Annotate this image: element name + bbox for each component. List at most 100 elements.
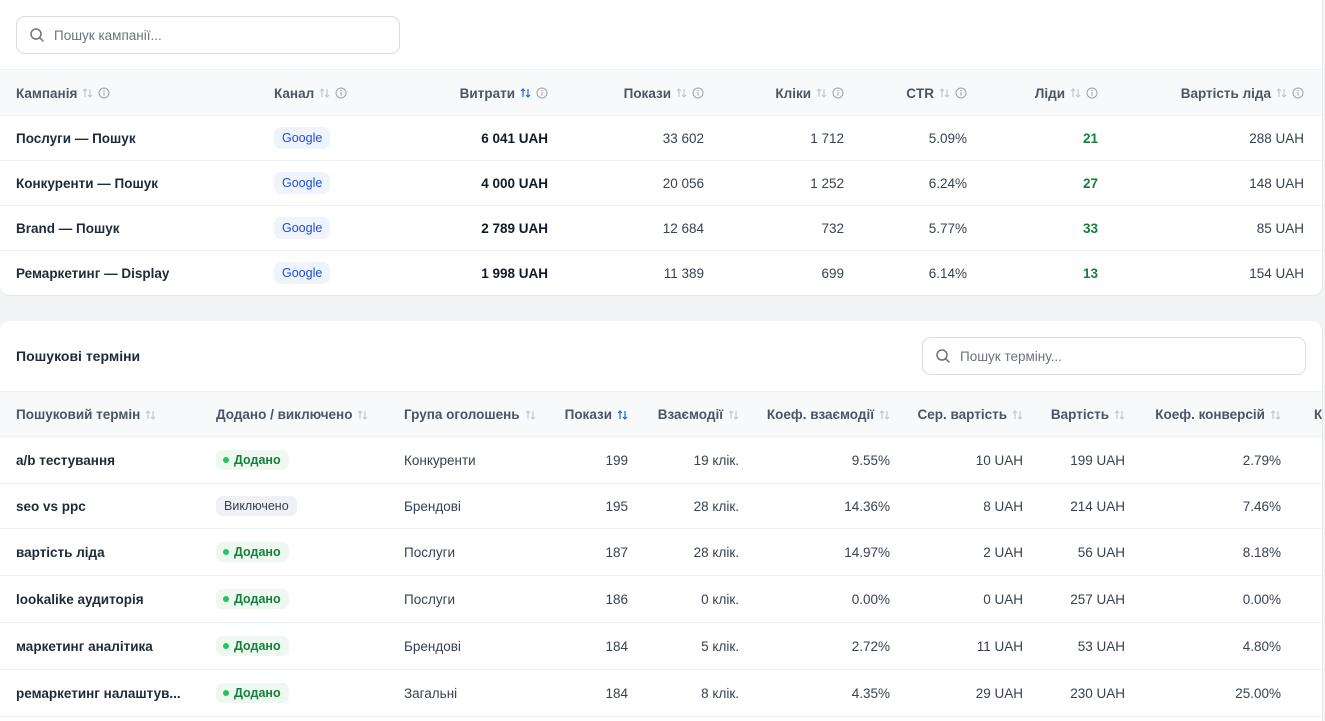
info-icon[interactable]: [98, 87, 110, 99]
campaign-row[interactable]: Ремаркетинг — Display Google 1 998 UAH 1…: [0, 251, 1322, 295]
col-ctr[interactable]: CTR: [906, 70, 967, 116]
term-impressions: 195: [605, 498, 628, 514]
term-row[interactable]: seo vs ppc Виключено Брендові 195 28 клі…: [0, 484, 1322, 529]
col-term-impressions-label: Покази: [564, 407, 612, 422]
ctr-value: 5.09%: [928, 130, 967, 146]
channel-badge: Google: [274, 127, 331, 149]
status-dot: [223, 457, 229, 463]
info-icon[interactable]: [335, 87, 347, 99]
info-icon[interactable]: [832, 87, 844, 99]
term-row[interactable]: ремаркетинг налаштув... Додано Загальні …: [0, 670, 1322, 717]
term-name[interactable]: lookalike аудиторія: [16, 591, 144, 607]
col-cpl[interactable]: Вартість ліда: [1181, 70, 1304, 116]
ctr-value: 5.77%: [928, 220, 967, 236]
term-name[interactable]: маркетинг аналітика: [16, 638, 153, 654]
col-conv-rate[interactable]: Коеф. конверсій: [1155, 392, 1281, 437]
sort-icon[interactable]: [816, 87, 827, 99]
conv-rate-value: 8.18%: [1242, 544, 1281, 560]
col-interactions[interactable]: Взаємодії: [658, 392, 739, 437]
term-search-box[interactable]: [922, 337, 1306, 375]
info-icon[interactable]: [955, 87, 967, 99]
conv-rate-value: 25.00%: [1235, 685, 1281, 701]
cost-value: 53 UAH: [1077, 638, 1125, 654]
sort-icon[interactable]: [1070, 87, 1081, 99]
col-leads-label: Ліди: [1034, 85, 1065, 101]
cost-value: 199 UAH: [1070, 452, 1125, 468]
sort-icon[interactable]: [728, 409, 739, 421]
term-row[interactable]: маркетинг аналітика Додано Брендові 184 …: [0, 623, 1322, 670]
col-channel[interactable]: Канал: [274, 70, 347, 116]
campaign-row[interactable]: Brand — Пошук Google 2 789 UAH 12 684 73…: [0, 206, 1322, 251]
term-name[interactable]: a/b тестування: [16, 452, 115, 468]
term-name[interactable]: seo vs ppc: [16, 498, 86, 514]
sort-icon[interactable]: [357, 409, 368, 421]
term-name[interactable]: вартість ліда: [16, 544, 105, 560]
sort-icon[interactable]: [1270, 409, 1281, 421]
col-cost[interactable]: Вартість: [1051, 392, 1125, 437]
sort-icon[interactable]: [1276, 87, 1287, 99]
col-clicks[interactable]: Кліки: [775, 70, 844, 116]
col-ad-group[interactable]: Група оголошень: [404, 392, 536, 437]
sort-icon[interactable]: [1114, 409, 1125, 421]
sort-active-icon[interactable]: [520, 87, 531, 99]
term-search-input[interactable]: [960, 348, 1305, 364]
search-icon: [936, 349, 950, 363]
campaign-name[interactable]: Ремаркетинг — Display: [16, 265, 170, 281]
impressions-value: 12 684: [662, 220, 704, 236]
sort-icon[interactable]: [1012, 409, 1023, 421]
col-leads[interactable]: Ліди: [1035, 70, 1098, 116]
col-term-label: Пошуковий термін: [16, 407, 141, 422]
ctr-value: 6.14%: [928, 265, 967, 281]
info-icon[interactable]: [1086, 87, 1098, 99]
col-campaign[interactable]: Кампанія: [16, 70, 110, 116]
sort-icon[interactable]: [525, 409, 536, 421]
col-impressions-label: Покази: [623, 85, 671, 101]
sort-icon[interactable]: [319, 87, 330, 99]
col-truncated[interactable]: К: [1314, 392, 1322, 437]
campaign-search-input[interactable]: [54, 27, 399, 43]
sort-icon[interactable]: [939, 87, 950, 99]
info-icon[interactable]: [692, 87, 704, 99]
campaign-name[interactable]: Послуги — Пошук: [16, 130, 136, 146]
status-label: Додано: [234, 453, 281, 467]
col-spend-label: Витрати: [459, 85, 515, 101]
col-interaction-rate[interactable]: Коеф. взаємодії: [767, 392, 890, 437]
term-impressions: 199: [605, 452, 628, 468]
ad-group: Загальні: [404, 685, 458, 701]
impressions-value: 33 602: [662, 130, 704, 146]
status-badge-added: Додано: [216, 450, 289, 470]
col-term[interactable]: Пошуковий термін: [16, 392, 156, 437]
campaign-row[interactable]: Конкуренти — Пошук Google 4 000 UAH 20 0…: [0, 161, 1322, 206]
sort-icon[interactable]: [879, 409, 890, 421]
campaign-row[interactable]: Послуги — Пошук Google 6 041 UAH 33 602 …: [0, 116, 1322, 161]
campaign-name[interactable]: Конкуренти — Пошук: [16, 175, 159, 191]
col-impressions[interactable]: Покази: [624, 70, 704, 116]
impressions-value: 11 389: [663, 265, 704, 281]
col-clicks-label: Кліки: [775, 85, 811, 101]
ad-group: Конкуренти: [404, 452, 476, 468]
term-row[interactable]: lookalike аудиторія Додано Послуги 186 0…: [0, 576, 1322, 623]
col-status[interactable]: Додано / виключено: [216, 392, 368, 437]
term-name[interactable]: ремаркетинг налаштув...: [16, 685, 181, 701]
campaign-name[interactable]: Brand — Пошук: [16, 220, 120, 236]
interactions-value: 0 клік.: [701, 591, 739, 607]
conv-rate-value: 0.00%: [1242, 591, 1281, 607]
info-icon[interactable]: [1292, 87, 1304, 99]
ad-group: Послуги: [404, 591, 456, 607]
col-status-label: Додано / виключено: [216, 407, 353, 422]
sort-icon[interactable]: [676, 87, 687, 99]
sort-icon[interactable]: [145, 409, 156, 421]
channel-badge: Google: [274, 217, 331, 239]
sort-icon[interactable]: [82, 87, 93, 99]
term-row[interactable]: a/b тестування Додано Конкуренти 199 19 …: [0, 437, 1322, 484]
term-row[interactable]: вартість ліда Додано Послуги 187 28 клік…: [0, 529, 1322, 576]
info-icon[interactable]: [536, 87, 548, 99]
sort-active-icon[interactable]: [617, 409, 628, 421]
col-avg-cost[interactable]: Сер. вартість: [918, 392, 1023, 437]
col-spend[interactable]: Витрати: [460, 70, 548, 116]
campaign-search-box[interactable]: [16, 16, 400, 54]
status-label: Додано: [234, 639, 281, 653]
search-icon: [30, 28, 44, 42]
col-term-impressions[interactable]: Покази: [565, 392, 628, 437]
col-conv-rate-label: Коеф. конверсій: [1155, 407, 1265, 422]
